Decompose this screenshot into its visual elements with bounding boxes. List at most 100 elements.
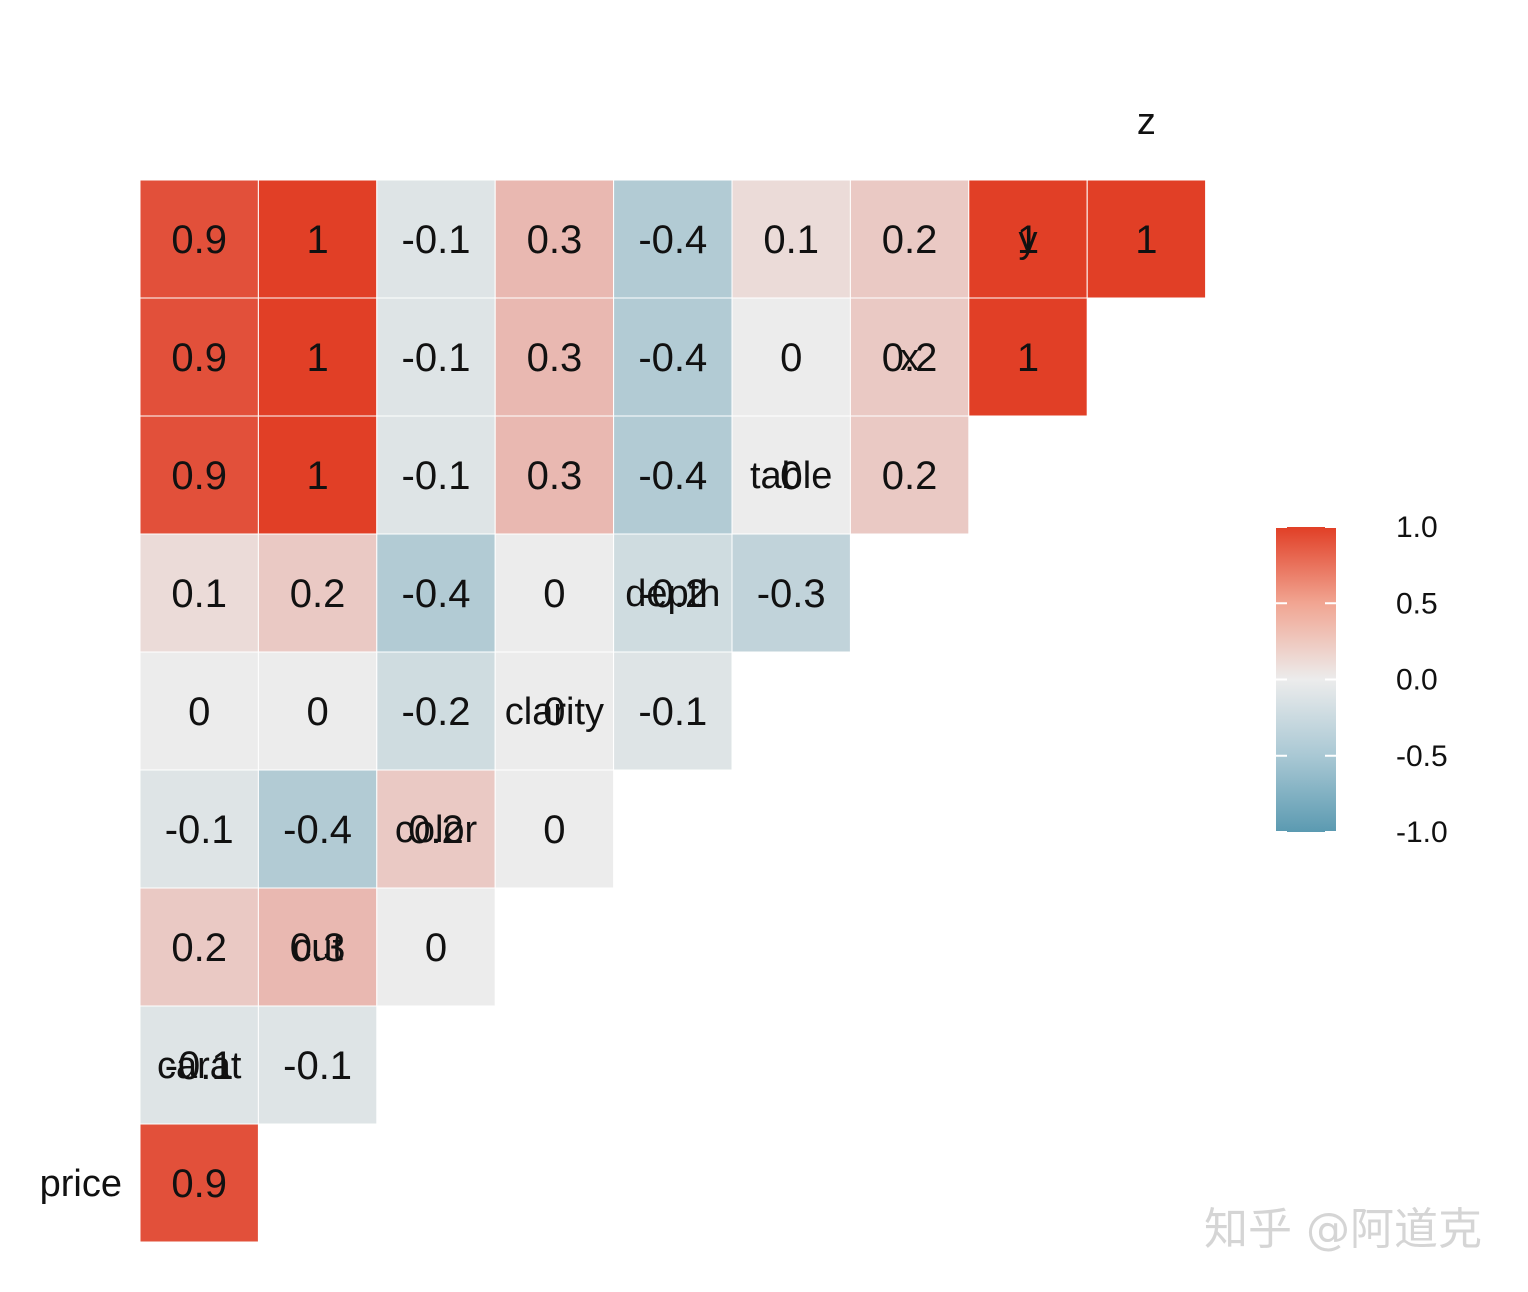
color-legend: 1.0 0.5 0.0 -0.5 -1.0 xyxy=(1276,511,1448,849)
cell-value-y-color: 0.3 xyxy=(527,336,583,380)
heatmap-cell-x-carat xyxy=(257,415,378,535)
heatmap-cell-y-table xyxy=(849,297,970,417)
heatmap-cell-x-clarity xyxy=(613,415,733,535)
cell-value-carat-price: 0.9 xyxy=(171,1162,227,1206)
cell-value-z-x: 1 xyxy=(1017,218,1039,262)
heatmap-cells: 0.9 -0.1 -0.1 0.2 0.3 0 -0.1 -0.4 0.2 0 0 0 -0.2 0 -0.… xyxy=(139,179,1207,1243)
variable-label-z: z xyxy=(1137,101,1156,143)
legend-label: -0.5 xyxy=(1396,740,1448,773)
heatmap-cell-y-color xyxy=(494,297,615,417)
heatmap-cell-y-cut xyxy=(376,297,496,417)
cell-value-x-carat: 1 xyxy=(306,454,328,498)
cell-value-depth-cut: -0.2 xyxy=(402,690,471,734)
cell-value-z-y: 1 xyxy=(1135,218,1157,262)
cell-value-clarity-color: 0 xyxy=(543,808,565,852)
cell-value-table-clarity: -0.2 xyxy=(638,572,707,616)
cell-value-z-price: 0.9 xyxy=(171,218,227,262)
cell-value-z-clarity: -0.4 xyxy=(638,218,707,262)
cell-value-y-clarity: -0.4 xyxy=(638,336,707,380)
cell-value-table-carat: 0.2 xyxy=(290,572,346,616)
heatmap-cell-x-cut xyxy=(376,415,496,535)
cell-value-depth-price: 0 xyxy=(188,690,210,734)
variable-label-depth: depth xyxy=(625,573,720,615)
heatmap-cell-color-carat xyxy=(257,887,378,1007)
heatmap-cell-carat-price xyxy=(139,1123,259,1243)
cell-value-z-table: 0.2 xyxy=(882,218,938,262)
heatmap-cell-z-color xyxy=(494,179,615,299)
cell-value-color-price: 0.2 xyxy=(171,926,227,970)
variable-label-table: table xyxy=(750,455,832,497)
cell-value-x-depth: 0 xyxy=(780,454,802,498)
heatmap-cell-cut-price xyxy=(139,1005,259,1125)
cell-value-y-cut: -0.1 xyxy=(402,336,471,380)
legend-ticks: 1.0 0.5 0.0 -0.5 -1.0 xyxy=(1276,511,1448,849)
cell-value-y-price: 0.9 xyxy=(171,336,227,380)
heatmap-cell-cut-carat xyxy=(257,1005,378,1125)
variable-labels: price carat cut color clarity depth table x y z xyxy=(40,101,1156,1205)
cell-value-y-carat: 1 xyxy=(306,336,328,380)
variable-label-clarity: clarity xyxy=(505,691,604,733)
heatmap-cell-clarity-carat xyxy=(257,769,378,889)
heatmap-cell-y-price xyxy=(139,297,259,417)
heatmap-cell-depth-color xyxy=(494,651,615,771)
variable-label-cut: cut xyxy=(292,927,343,969)
variable-label-carat: carat xyxy=(157,1045,242,1087)
heatmap-cell-table-price xyxy=(139,533,259,653)
heatmap-cell-depth-clarity xyxy=(613,651,733,771)
cell-value-x-price: 0.9 xyxy=(171,454,227,498)
heatmap-cell-y-clarity xyxy=(613,297,733,417)
cell-value-clarity-cut: 0.2 xyxy=(408,808,464,852)
cell-value-x-table: 0.2 xyxy=(882,454,938,498)
cell-value-depth-clarity: -0.1 xyxy=(638,690,707,734)
cell-value-x-clarity: -0.4 xyxy=(638,454,707,498)
heatmap-cell-y-carat xyxy=(257,297,378,417)
cell-value-table-color: 0 xyxy=(543,572,565,616)
cell-value-color-carat: 0.3 xyxy=(290,926,346,970)
variable-label-x: x xyxy=(900,337,919,379)
heatmap-cell-table-depth xyxy=(731,533,851,653)
cell-value-color-cut: 0 xyxy=(425,926,447,970)
cell-value-cut-carat: -0.1 xyxy=(283,1044,352,1088)
cell-value-cut-price: -0.1 xyxy=(165,1044,234,1088)
heatmap-cell-clarity-price xyxy=(139,769,259,889)
cell-value-z-depth: 0.1 xyxy=(763,218,819,262)
cell-value-y-x: 1 xyxy=(1017,336,1039,380)
heatmap-cell-color-price xyxy=(139,887,259,1007)
variable-label-color: color xyxy=(395,809,478,851)
heatmap-cell-x-color xyxy=(494,415,615,535)
cell-value-x-color: 0.3 xyxy=(527,454,583,498)
variable-label-price: price xyxy=(40,1163,122,1205)
legend-label: 0.0 xyxy=(1396,664,1438,697)
heatmap-cell-z-y xyxy=(1086,179,1207,299)
cell-value-clarity-carat: -0.4 xyxy=(283,808,352,852)
cell-value-table-price: 0.1 xyxy=(171,572,227,616)
cell-value-depth-carat: 0 xyxy=(306,690,328,734)
watermark: 知乎 @阿道克 xyxy=(1204,1204,1482,1255)
heatmap-cell-x-table xyxy=(849,415,970,535)
cell-value-z-color: 0.3 xyxy=(527,218,583,262)
cell-value-z-cut: -0.1 xyxy=(402,218,471,262)
heatmap-cell-z-clarity xyxy=(613,179,733,299)
variable-label-y: y xyxy=(1019,219,1038,261)
heatmap-cell-x-price xyxy=(139,415,259,535)
heatmap-cell-table-color xyxy=(494,533,615,653)
heatmap-cell-z-table xyxy=(849,179,970,299)
cell-value-table-cut: -0.4 xyxy=(402,572,471,616)
cell-value-y-depth: 0 xyxy=(780,336,802,380)
cell-value-y-table: 0.2 xyxy=(882,336,938,380)
cell-value-depth-color: 0 xyxy=(543,690,565,734)
heatmap-cell-depth-cut xyxy=(376,651,496,771)
heatmap-cell-y-x xyxy=(968,297,1088,417)
heatmap-cell-color-cut xyxy=(376,887,496,1007)
heatmap-cell-clarity-cut xyxy=(376,769,496,889)
cell-value-z-carat: 1 xyxy=(306,218,328,262)
legend-label: 0.5 xyxy=(1396,587,1438,620)
heatmap-cell-x-depth xyxy=(731,415,851,535)
cell-value-clarity-price: -0.1 xyxy=(165,808,234,852)
heatmap-cell-z-x xyxy=(968,179,1088,299)
cell-value-x-cut: -0.1 xyxy=(402,454,471,498)
cell-value-table-depth: -0.3 xyxy=(757,572,826,616)
legend-label: -1.0 xyxy=(1396,816,1448,849)
legend-label: 1.0 xyxy=(1396,511,1438,544)
